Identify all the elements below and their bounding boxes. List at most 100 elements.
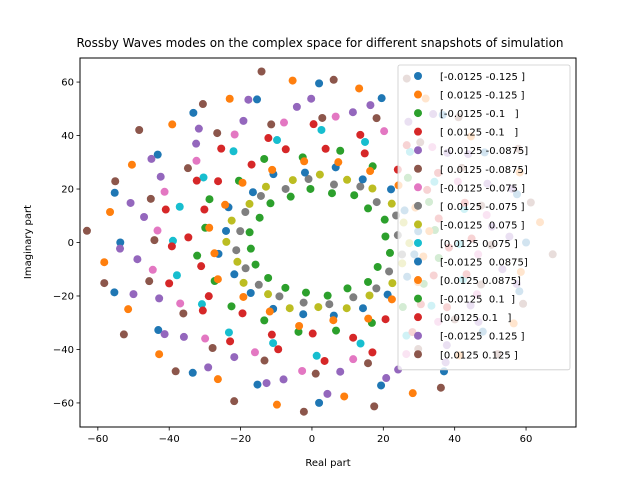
legend-marker [414, 164, 422, 173]
scatter-point [197, 300, 206, 309]
scatter-point [387, 199, 396, 208]
scatter-point [299, 298, 308, 307]
scatter-point [204, 292, 213, 301]
legend-marker [414, 72, 422, 80]
scatter-point [82, 226, 91, 235]
scatter-point [179, 332, 188, 341]
y-axis: −60 −40 −20 0 20 40 60 [53, 78, 80, 409]
scatter-point [329, 316, 338, 325]
scatter-point [349, 293, 358, 302]
scatter-point [198, 306, 207, 315]
scatter-point [124, 305, 133, 314]
scatter-point [222, 226, 231, 235]
scatter-point [301, 288, 310, 297]
scatter-point [372, 198, 381, 207]
scatter-point [387, 295, 396, 304]
scatter-point [229, 147, 238, 156]
scatter-point [265, 307, 274, 316]
legend-marker [414, 238, 422, 247]
scatter-point [171, 367, 180, 376]
scatter-point [153, 226, 162, 235]
scatter-point [260, 316, 269, 325]
scatter-point [288, 76, 297, 85]
scatter-point [232, 246, 241, 255]
scatter-point [253, 380, 262, 389]
x-tick-label: 60 [520, 434, 533, 445]
scatter-point [348, 108, 357, 117]
scatter-point [356, 182, 365, 191]
scatter-point [325, 300, 334, 309]
scatter-point [111, 177, 120, 186]
y-tick-label: −40 [53, 345, 74, 356]
scatter-point [281, 283, 290, 292]
legend-label: [-0.0125 0.0875] [440, 258, 528, 269]
scatter-point [239, 278, 248, 287]
scatter-point [385, 267, 394, 276]
scatter-point [368, 348, 377, 357]
scatter-point [356, 339, 365, 348]
scatter-point [355, 84, 364, 93]
scatter-point [100, 279, 109, 288]
scatter-point [381, 232, 390, 241]
scatter-point [408, 389, 417, 398]
scatter-point [201, 334, 210, 343]
scatter-point [257, 67, 266, 76]
scatter-point [292, 102, 301, 111]
scatter-point [238, 178, 247, 187]
scatter-point [380, 215, 389, 224]
scatter-point [320, 356, 329, 365]
scatter-point [285, 304, 294, 313]
scatter-point [205, 223, 214, 232]
scatter-point [314, 303, 323, 312]
scatter-point [361, 137, 370, 146]
scatter-point [213, 275, 222, 284]
scatter-point [372, 284, 381, 293]
x-axis: −60 −40 −20 0 20 40 60 [87, 427, 532, 445]
scatter-point [350, 191, 359, 200]
scatter-point [364, 277, 373, 286]
plot-area [82, 67, 557, 416]
scatter-point [153, 150, 162, 159]
scatter-point [175, 202, 184, 211]
scatter-point [213, 375, 222, 384]
scatter-point [309, 120, 318, 129]
scatter-point [165, 279, 174, 288]
scatter-point [364, 359, 373, 368]
scatter-point [317, 125, 326, 134]
scatter-point [221, 200, 230, 209]
legend-label: [-0.0125 0.1 ] [440, 295, 515, 306]
scatter-point [329, 180, 338, 189]
scatter-point [381, 315, 390, 324]
scatter-point [382, 374, 391, 383]
scatter-point [245, 199, 254, 208]
scatter-point [161, 205, 170, 214]
scatter-point [340, 392, 349, 401]
scatter-point [300, 157, 309, 166]
scatter-point [172, 271, 181, 280]
scatter-point [116, 244, 125, 253]
scatter-point [307, 94, 316, 103]
scatter-point [251, 260, 260, 269]
scatter-point [230, 353, 239, 362]
scatter-point [214, 177, 223, 186]
scatter-point [373, 262, 382, 271]
scatter-point [365, 291, 374, 300]
legend-marker [414, 220, 422, 229]
scatter-point [343, 284, 352, 293]
legend-label: [-0.0125 -0.125 ] [440, 72, 525, 83]
scatter-point [184, 233, 193, 242]
legend-label: [ 0.0125 -0.125 ] [440, 91, 525, 102]
scatter-point [110, 288, 119, 297]
scatter-point [264, 134, 273, 143]
scatter-point [366, 167, 375, 176]
scatter-point [179, 309, 188, 318]
x-tick-label: −60 [87, 434, 108, 445]
scatter-point [145, 277, 154, 286]
scatter-point [332, 326, 341, 335]
scatter-point [281, 184, 290, 193]
scatter-point [358, 175, 367, 184]
scatter-point [306, 184, 315, 193]
y-tick-label: 40 [61, 131, 74, 142]
scatter-point [349, 355, 358, 364]
